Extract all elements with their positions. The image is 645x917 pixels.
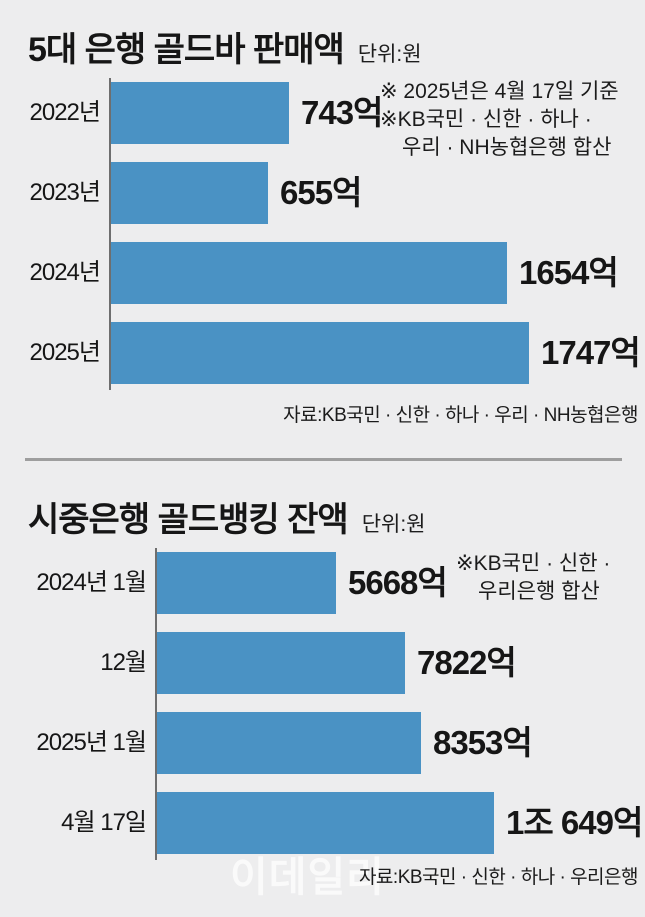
chart1-note-line: ※KB국민 · 신한 · 하나 ·: [380, 108, 592, 131]
chart1-category-label: 2022년: [29, 99, 101, 126]
chart1-bar-row: 2024년 1654억: [0, 242, 645, 322]
chart2-category-label: 2025년 1월: [36, 729, 147, 756]
chart2-source: 자료:KB국민 · 신한 · 하나 · 우리은행: [358, 867, 639, 888]
chart2-value-label: 5668억: [348, 564, 448, 601]
chart1-value-label: 743억: [301, 94, 383, 131]
chart2-category-label: 4월 17일: [61, 809, 147, 836]
chart1-bar: [111, 162, 268, 224]
chart2-bar-row: 2024년 1월 5668억: [0, 552, 645, 632]
chart1-unit-label: 단위:원: [357, 43, 422, 66]
chart1-bar-row: 2022년 743억: [0, 82, 645, 162]
chart1-value-label: 1654억: [519, 254, 619, 291]
chart2-value-label: 8353억: [433, 724, 533, 761]
chart1-bar: [111, 82, 289, 144]
chart1-bar-row: 2023년 655억: [0, 162, 645, 242]
chart2-title-row: 시중은행 골드뱅킹 잔액 단위:원: [28, 492, 426, 541]
chart2-bar: [157, 792, 494, 854]
chart1-axis-line: [109, 78, 111, 390]
chart1-bar-row: 2025년 1747억: [0, 322, 645, 402]
chart2-category-label: 2024년 1월: [36, 569, 147, 596]
chart1-bar: [111, 322, 529, 384]
chart2-note-line: ※KB국민 · 신한 ·: [456, 552, 611, 575]
chart2-bar: [157, 552, 336, 614]
chart2-bar: [157, 712, 421, 774]
chart1-note-line: 우리 · NH농협은행 합산: [402, 136, 612, 159]
section-divider: [25, 458, 622, 461]
chart1-value-label: 655억: [280, 174, 362, 211]
chart2-note-line: 우리은행 합산: [478, 580, 600, 603]
chart2-bar: [157, 632, 405, 694]
chart2-value-label: 1조 649억: [506, 804, 643, 841]
chart1-source: 자료:KB국민 · 신한 · 하나 · 우리 · NH농협은행: [283, 405, 638, 426]
chart1-bars: 2022년 743억 2023년 655억 2024년 1654억 2025년 …: [0, 82, 645, 402]
chart2-title: 시중은행 골드뱅킹 잔액: [28, 501, 349, 539]
chart2-bar-row: 2025년 1월 8353억: [0, 712, 645, 792]
chart2-bars: 2024년 1월 5668억 12월 7822억 2025년 1월 8353억 …: [0, 552, 645, 872]
chart1-value-label: 1747억: [541, 334, 641, 371]
chart2-category-label: 12월: [100, 649, 147, 676]
chart1-category-label: 2025년: [29, 339, 101, 366]
chart1-title: 5대 은행 골드바 판매액: [28, 31, 345, 69]
chart2-bar-row: 12월 7822억: [0, 632, 645, 712]
chart1-category-label: 2024년: [29, 259, 101, 286]
chart2-unit-label: 단위:원: [361, 513, 426, 536]
chart1-notes: ※ 2025년은 4월 17일 기준 ※KB국민 · 신한 · 하나 · 우리 …: [380, 78, 619, 162]
chart2-bar-row: 4월 17일 1조 649억: [0, 792, 645, 872]
chart1-title-row: 5대 은행 골드바 판매액 단위:원: [28, 22, 422, 71]
chart2-value-label: 7822억: [417, 644, 517, 681]
chart1-bar: [111, 242, 507, 304]
chart2-notes: ※KB국민 · 신한 · 우리은행 합산: [456, 550, 610, 606]
chart1-note-line: ※ 2025년은 4월 17일 기준: [380, 80, 619, 103]
chart2-axis-line: [155, 548, 157, 860]
chart1-category-label: 2023년: [29, 179, 101, 206]
edaily-watermark: 이데일리: [230, 854, 385, 900]
